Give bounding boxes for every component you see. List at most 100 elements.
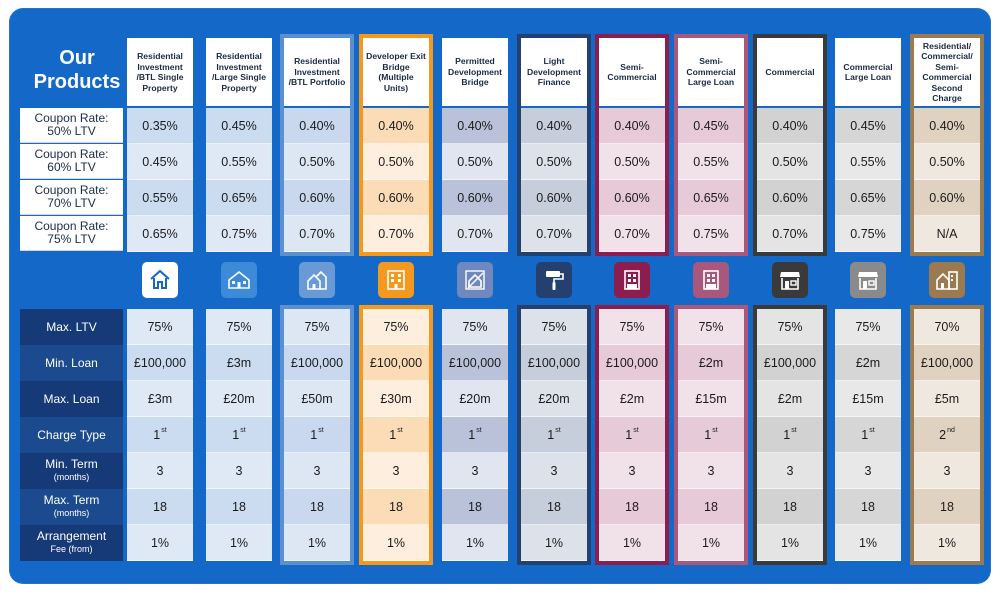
coupon-rate-cell: 0.70% [599,216,665,252]
max-term-cell: 18 [363,489,429,525]
max-ltv-cell: 75% [284,309,350,345]
coupon-rate-cell: 0.65% [678,180,744,216]
max-term-cell: 18 [599,489,665,525]
product-column-frame [674,34,748,256]
shopfront-flats-icon [693,262,729,298]
coupon-rate-cell: 0.70% [521,216,587,252]
coupon-rate-cell: 0.60% [284,180,350,216]
title-line-2: Products [33,71,121,93]
detail-label-main: Max. LTV [46,319,97,334]
detail-label-main: Arrangement [36,529,107,543]
coupon-rate-cell: 0.70% [442,216,508,252]
max-loan-cell: £3m [127,381,193,417]
blueprint-house-icon [457,262,493,298]
charge-suffix: st [318,427,324,434]
product-column-frame [517,34,591,256]
coupon-rate-cell: 0.55% [206,144,272,180]
page-title: Our Products [22,46,132,94]
detail-label-sub: Fee (from) [50,544,93,554]
min-term-cell: 3 [678,453,744,489]
coupon-rate-cell: 0.60% [521,180,587,216]
fee-cell: 1% [599,525,665,561]
product-column-frame [674,305,748,565]
max-loan-cell: £5m [914,381,980,417]
product-name: Residential/ Commercial/ Semi-Commercial… [914,38,980,106]
charge-number: 1 [468,427,476,442]
charge-suffix: st [476,427,482,434]
title-line-1: Our [59,47,95,69]
coupon-rate-cell: 0.50% [363,144,429,180]
coupon-rate-cell: 0.45% [835,108,901,144]
max-ltv-cell: 75% [835,309,901,345]
mixed-property-icon [929,262,965,298]
fee-cell: 1% [206,525,272,561]
coupon-rate-cell: 0.55% [127,180,193,216]
min-loan-cell: £100,000 [127,345,193,381]
max-term-cell: 18 [521,489,587,525]
shopfront-flats-icon [614,262,650,298]
max-term-cell: 18 [757,489,823,525]
min-term-cell: 3 [363,453,429,489]
coupon-rate-cell: 0.40% [757,108,823,144]
max-term-cell: 18 [206,489,272,525]
min-loan-cell: £100,000 [363,345,429,381]
coupon-label-line2: 60% LTV [47,160,96,174]
coupon-label-line1: Coupon Rate: [34,147,109,161]
coupon-row-label: Coupon Rate: 60% LTV [20,144,123,179]
house-outline-icon [142,262,178,298]
max-loan-cell: £20m [442,381,508,417]
max-loan-cell: £50m [284,381,350,417]
charge-number: 1 [625,427,633,442]
min-term-cell: 3 [914,453,980,489]
coupon-rate-cell: 0.45% [678,108,744,144]
charge-number: 1 [153,427,161,442]
product-column-frame [280,34,354,256]
shop-awning-icon [772,262,808,298]
coupon-rate-cell: 0.35% [127,108,193,144]
coupon-rate-cell: 0.75% [835,216,901,252]
product-column-frame [280,305,354,565]
fee-cell: 1% [442,525,508,561]
charge-suffix: st [869,427,875,434]
max-term-cell: 18 [914,489,980,525]
coupon-rate-cell: 0.50% [521,144,587,180]
large-house-icon [221,262,257,298]
coupon-rate-cell: 0.70% [363,216,429,252]
product-column-frame [359,305,433,565]
coupon-label-line2: 75% LTV [47,232,96,246]
product-column-frame [595,305,669,565]
charge-suffix: st [397,427,403,434]
min-loan-cell: £2m [835,345,901,381]
detail-label-sub: (months) [53,472,90,482]
fee-cell: 1% [914,525,980,561]
max-term-cell: 18 [835,489,901,525]
coupon-row-label: Coupon Rate: 75% LTV [20,216,123,251]
product-column-frame [595,34,669,256]
max-ltv-cell: 75% [678,309,744,345]
product-column-frame [910,34,984,256]
coupon-rate-cell: 0.40% [284,108,350,144]
product-name: Permitted Development Bridge [442,38,508,106]
fee-cell: 1% [678,525,744,561]
charge-number: 1 [783,427,791,442]
min-term-cell: 3 [206,453,272,489]
coupon-rate-cell: 0.60% [914,180,980,216]
max-loan-cell: £2m [757,381,823,417]
min-loan-cell: £3m [206,345,272,381]
charge-number: 1 [232,427,240,442]
fee-cell: 1% [835,525,901,561]
coupon-rate-cell: 0.50% [284,144,350,180]
detail-label-main: Min. Term [45,457,98,471]
max-loan-cell: £20m [521,381,587,417]
min-loan-cell: £100,000 [757,345,823,381]
coupon-rate-cell: 0.40% [599,108,665,144]
coupon-rate-cell: 0.70% [284,216,350,252]
coupon-rate-cell: 0.50% [757,144,823,180]
coupon-rate-cell: 0.60% [363,180,429,216]
coupon-label-line1: Coupon Rate: [34,219,109,233]
